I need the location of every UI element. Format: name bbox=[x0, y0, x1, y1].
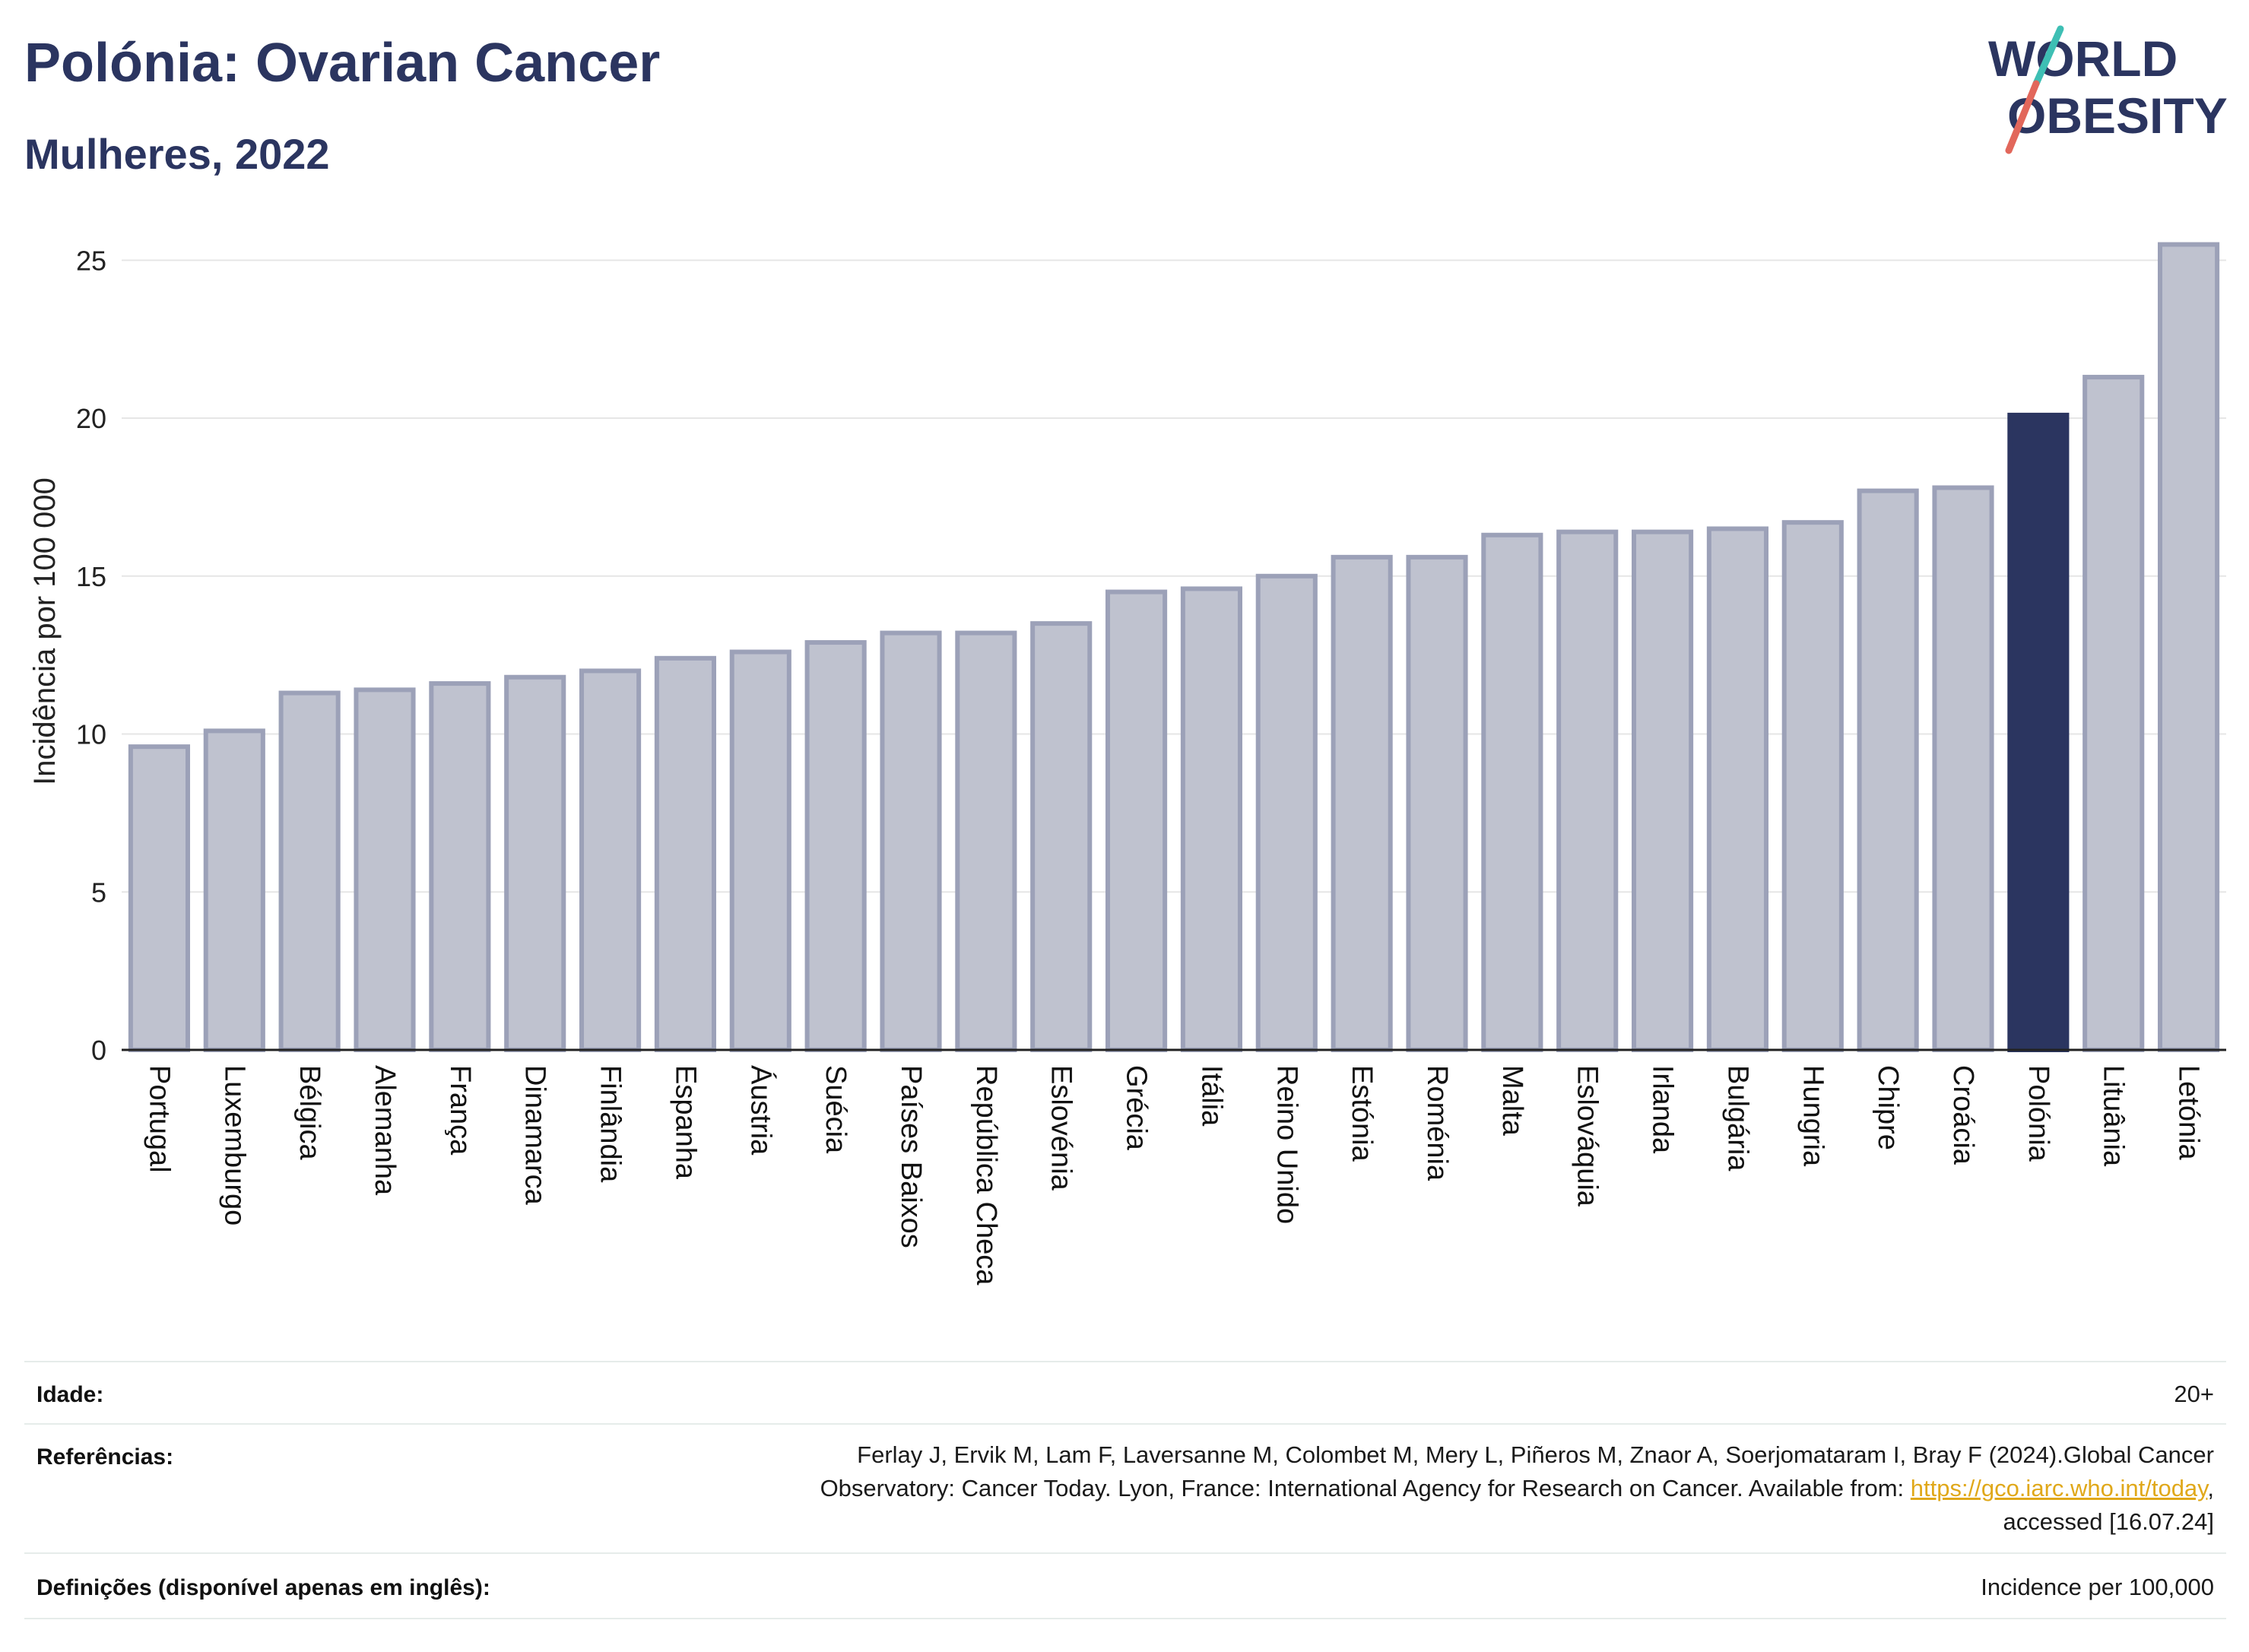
x-tick-label: Itália bbox=[1195, 1065, 1227, 1127]
x-tick-label: Grécia bbox=[1121, 1065, 1153, 1151]
bar bbox=[203, 728, 265, 1052]
bar bbox=[880, 630, 942, 1052]
page-title: Polónia: Ovarian Cancer bbox=[24, 33, 661, 94]
x-tick-label: Países Baixos bbox=[895, 1065, 927, 1248]
logo-line1: WORLD bbox=[1988, 30, 2178, 87]
bar bbox=[955, 630, 1017, 1052]
references-text: Ferlay J, Ervik M, Lam F, Laversanne M, … bbox=[820, 1438, 2214, 1539]
x-tick-label: Alemanha bbox=[369, 1065, 401, 1196]
x-tick-label: Dinamarca bbox=[519, 1065, 551, 1206]
x-tick-label: Luxemburgo bbox=[218, 1065, 250, 1226]
x-tick-label: Áustria bbox=[744, 1065, 777, 1156]
x-tick-label: Reino Unido bbox=[1270, 1065, 1302, 1224]
y-axis-label: Incidência por 100 000 bbox=[28, 477, 62, 785]
x-tick-label: França bbox=[444, 1065, 476, 1156]
bar bbox=[128, 744, 190, 1052]
bar bbox=[1406, 554, 1468, 1052]
x-tick-label: Finlândia bbox=[595, 1065, 626, 1183]
world-obesity-logo: WORLD OBESITY bbox=[1988, 25, 2228, 154]
bar bbox=[1706, 526, 1768, 1053]
bar bbox=[1556, 529, 1619, 1052]
x-tick-label: Roménia bbox=[1421, 1065, 1453, 1181]
definitions-label: Definições (disponível apenas em inglês)… bbox=[36, 1575, 490, 1600]
bar bbox=[354, 687, 416, 1052]
bar bbox=[1331, 554, 1393, 1052]
bar bbox=[729, 649, 791, 1052]
x-tick-label: Polónia bbox=[2022, 1065, 2054, 1162]
x-tick-label: Lituânia bbox=[2098, 1065, 2130, 1167]
bar bbox=[1932, 485, 1994, 1052]
x-tick-label: Eslovénia bbox=[1045, 1065, 1077, 1191]
y-tick-label: 25 bbox=[76, 245, 106, 276]
y-tick-label: 10 bbox=[76, 719, 106, 750]
footer-definitions-row: Definições (disponível apenas em inglês)… bbox=[24, 1552, 2226, 1619]
x-tick-label: Estónia bbox=[1346, 1065, 1378, 1162]
bar bbox=[1105, 589, 1168, 1052]
x-tick-label: Suécia bbox=[820, 1065, 852, 1154]
age-value: 20+ bbox=[2174, 1381, 2214, 1407]
x-tick-label: Chipre bbox=[1872, 1065, 1904, 1150]
bar bbox=[579, 668, 642, 1052]
x-tick-label: Croácia bbox=[1947, 1065, 1979, 1165]
bar bbox=[804, 640, 867, 1052]
references-link[interactable]: https://gco.iarc.who.int/today bbox=[1910, 1475, 2208, 1501]
x-tick-label: Irlanda bbox=[1647, 1065, 1679, 1154]
bar bbox=[1481, 532, 1543, 1052]
x-tick-label: Bélgica bbox=[293, 1065, 325, 1160]
x-tick-label: República Checa bbox=[970, 1065, 1002, 1286]
y-tick-label: 15 bbox=[76, 561, 106, 592]
references-line2-text: Observatory: Cancer Today. Lyon, France:… bbox=[820, 1475, 1911, 1501]
page-subtitle: Mulheres, 2022 bbox=[24, 130, 330, 178]
bar bbox=[1030, 621, 1093, 1052]
x-tick-label: Hungria bbox=[1797, 1065, 1829, 1167]
bar bbox=[1255, 573, 1318, 1052]
bar bbox=[1857, 488, 1919, 1052]
references-line2: Observatory: Cancer Today. Lyon, France:… bbox=[820, 1472, 2214, 1505]
bar bbox=[1180, 586, 1242, 1052]
bar bbox=[429, 681, 491, 1053]
references-line2-end: , bbox=[2207, 1475, 2214, 1501]
age-label: Idade: bbox=[36, 1382, 104, 1407]
references-line3: accessed [16.07.24] bbox=[2003, 1508, 2214, 1535]
logo-line2: OBESITY bbox=[2007, 87, 2228, 144]
x-tick-label: Letónia bbox=[2173, 1065, 2205, 1161]
bar bbox=[1781, 520, 1844, 1052]
bar bbox=[2007, 412, 2070, 1052]
bar bbox=[2082, 375, 2145, 1052]
x-tick-label: Bulgária bbox=[1721, 1065, 1753, 1172]
y-tick-label: 20 bbox=[76, 403, 106, 434]
x-tick-label: Eslováquia bbox=[1572, 1065, 1603, 1207]
footer-age-row: Idade: 20+ bbox=[24, 1361, 2226, 1425]
bar-chart: 0 5 10 15 20 25 Incidência por 100 000 Portugal… bbox=[28, 242, 2226, 1286]
references-line1: Ferlay J, Ervik M, Lam F, Laversanne M, … bbox=[857, 1441, 2214, 1468]
bar bbox=[504, 674, 566, 1052]
bar bbox=[278, 690, 341, 1052]
bar bbox=[1632, 529, 1694, 1052]
x-tick-label: Portugal bbox=[143, 1065, 175, 1173]
y-tick-label: 0 bbox=[91, 1035, 106, 1066]
x-tick-label: Espanha bbox=[669, 1065, 701, 1180]
footer-references-row: Referências: Ferlay J, Ervik M, Lam F, L… bbox=[24, 1423, 2226, 1554]
x-tick-label: Malta bbox=[1496, 1065, 1528, 1137]
bar bbox=[654, 655, 716, 1052]
bar bbox=[2158, 242, 2220, 1053]
y-tick-label: 5 bbox=[91, 877, 106, 908]
definitions-value: Incidence per 100,000 bbox=[1981, 1574, 2214, 1600]
references-label: Referências: bbox=[36, 1444, 174, 1470]
